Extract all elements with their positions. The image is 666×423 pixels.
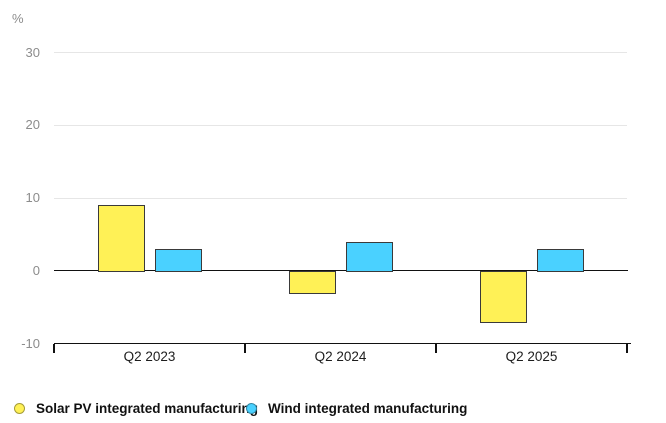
bar-wind-q2-2025 bbox=[536, 248, 584, 272]
zero-baseline bbox=[54, 270, 628, 272]
legend-item-solar: Solar PV integrated manufacturing bbox=[14, 398, 258, 418]
solar-legend-label: Solar PV integrated manufacturing bbox=[36, 400, 259, 416]
x-axis-tick-2 bbox=[435, 343, 437, 353]
x-axis-tick-0 bbox=[53, 343, 55, 353]
gridline-30 bbox=[54, 52, 627, 53]
x-axis-tick-1 bbox=[244, 343, 246, 353]
x-axis-label-q2-2024: Q2 2024 bbox=[314, 348, 367, 364]
bar-wind-q2-2023 bbox=[154, 248, 202, 272]
y-axis-unit-label: % bbox=[12, 11, 24, 26]
bar-wind-q2-2024 bbox=[345, 241, 393, 272]
legend: Solar PV integrated manufacturing Wind i… bbox=[0, 398, 666, 418]
wind-legend-label: Wind integrated manufacturing bbox=[268, 400, 468, 416]
y-tick-label-0: 0 bbox=[32, 262, 40, 278]
x-axis-line bbox=[54, 342, 631, 345]
y-tick-label--10: -10 bbox=[21, 335, 40, 351]
bar-solar-q2-2025 bbox=[479, 270, 527, 323]
gridline-10 bbox=[54, 197, 627, 199]
y-tick-label-30: 30 bbox=[25, 44, 40, 60]
gridline-20 bbox=[54, 124, 627, 126]
x-axis-label-q2-2023: Q2 2023 bbox=[123, 348, 176, 364]
x-axis-tick-3 bbox=[626, 343, 628, 353]
y-tick-label-20: 20 bbox=[25, 117, 40, 133]
solar-legend-swatch-icon bbox=[14, 402, 25, 414]
legend-item-wind: Wind integrated manufacturing bbox=[246, 398, 467, 418]
wind-legend-swatch-icon bbox=[246, 402, 257, 414]
y-tick-label-10: 10 bbox=[25, 190, 40, 205]
bar-solar-q2-2024 bbox=[288, 270, 336, 294]
bar-solar-q2-2023 bbox=[97, 205, 145, 272]
x-axis-label-q2-2025: Q2 2025 bbox=[505, 348, 558, 364]
